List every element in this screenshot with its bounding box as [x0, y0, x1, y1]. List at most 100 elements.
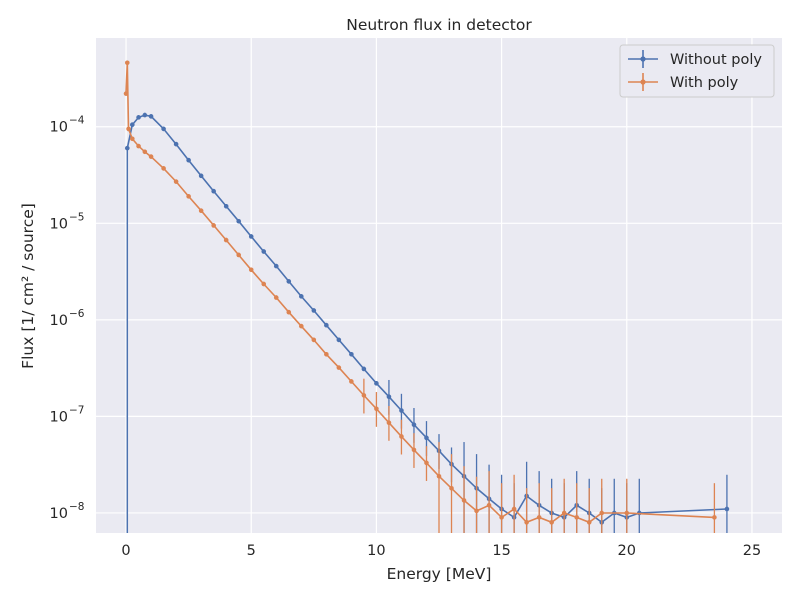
data-point — [248, 234, 254, 239]
data-point — [123, 91, 129, 96]
data-point — [374, 381, 379, 386]
data-point — [336, 337, 342, 343]
data-point — [142, 112, 148, 118]
data-point — [574, 515, 580, 520]
data-point — [298, 294, 304, 299]
data-point — [286, 279, 292, 284]
data-point — [361, 393, 367, 398]
data-point — [136, 143, 141, 149]
data-point — [386, 420, 392, 426]
data-point — [130, 122, 135, 127]
data-point — [298, 323, 304, 329]
data-point — [599, 510, 605, 516]
data-point — [499, 515, 504, 520]
y-tick-label: 10 — [50, 313, 68, 329]
y-tick-exponent: −4 — [69, 115, 85, 127]
x-axis-label: Energy [MeV] — [387, 565, 492, 583]
data-point — [211, 188, 216, 194]
data-point — [126, 126, 131, 132]
data-point — [223, 237, 229, 243]
x-tick-label: 10 — [367, 543, 385, 559]
data-point — [130, 136, 135, 142]
data-point — [236, 218, 242, 224]
data-point — [161, 166, 166, 171]
data-point — [198, 173, 204, 179]
data-point — [386, 394, 392, 399]
legend-frame — [619, 44, 775, 98]
data-point — [361, 366, 367, 372]
data-point — [142, 149, 148, 155]
data-point — [186, 157, 191, 163]
data-point — [399, 434, 404, 439]
x-tick-label: 25 — [743, 543, 761, 559]
x-tick-label: 5 — [247, 543, 256, 559]
data-point — [311, 308, 317, 313]
data-point — [712, 515, 717, 520]
data-point — [311, 337, 317, 343]
data-point — [261, 249, 267, 254]
data-point — [248, 267, 254, 273]
chart-title: Neutron flux in detector — [346, 16, 532, 34]
data-point — [148, 114, 154, 119]
y-tick-exponent: −6 — [69, 308, 85, 320]
data-point — [173, 179, 179, 184]
data-point — [161, 126, 166, 132]
data-point — [449, 486, 454, 491]
y-tick-exponent: −5 — [69, 211, 84, 223]
data-point — [424, 460, 429, 466]
x-tick-label: 20 — [618, 543, 636, 559]
y-tick-label: 10 — [50, 506, 68, 522]
x-tick-label: 15 — [492, 543, 510, 559]
y-tick-exponent: −7 — [69, 404, 84, 416]
data-point — [336, 365, 342, 370]
legend: Without poly With poly — [619, 44, 775, 98]
x-axis-ticks: 0 5 10 15 20 25 — [121, 543, 761, 559]
data-point — [724, 506, 730, 512]
data-point — [223, 203, 229, 209]
legend-item-without-poly: Without poly — [628, 50, 762, 68]
data-point — [586, 520, 592, 525]
y-axis-ticks: 10−810−710−610−510−4 — [50, 115, 85, 522]
data-point — [136, 115, 141, 120]
data-point — [624, 510, 630, 516]
series-layer — [123, 60, 730, 533]
data-point — [549, 520, 554, 525]
data-point — [474, 508, 479, 514]
data-point — [461, 498, 467, 503]
data-point — [349, 351, 354, 357]
y-tick-label: 10 — [50, 216, 68, 232]
y-tick-label: 10 — [50, 120, 68, 136]
legend-item-with-poly: With poly — [628, 73, 739, 91]
data-point — [261, 281, 267, 287]
data-point — [148, 154, 154, 159]
data-point — [124, 60, 130, 66]
data-point — [273, 295, 279, 300]
data-point — [324, 351, 329, 357]
legend-label-with-poly: With poly — [670, 75, 739, 91]
x-tick-label: 0 — [121, 543, 130, 559]
data-point — [561, 510, 567, 516]
data-point — [424, 435, 429, 441]
data-point — [211, 223, 216, 228]
data-point — [186, 194, 191, 199]
data-point — [524, 520, 529, 525]
data-point — [273, 263, 279, 269]
data-point — [411, 447, 417, 453]
data-point — [173, 141, 179, 147]
data-point — [236, 252, 242, 258]
y-tick-label: 10 — [50, 409, 68, 425]
data-point — [399, 408, 404, 413]
data-point — [198, 208, 204, 214]
data-point — [486, 503, 492, 508]
data-point — [286, 309, 292, 315]
legend-label-without-poly: Without poly — [670, 52, 762, 68]
data-point — [324, 322, 329, 328]
data-point — [349, 379, 354, 384]
data-point — [411, 422, 417, 428]
data-point — [436, 473, 442, 479]
y-axis-label: Flux [1/ cm² / source] — [19, 203, 37, 369]
data-point — [511, 506, 517, 512]
data-point — [374, 406, 379, 412]
y-tick-exponent: −8 — [69, 501, 84, 513]
